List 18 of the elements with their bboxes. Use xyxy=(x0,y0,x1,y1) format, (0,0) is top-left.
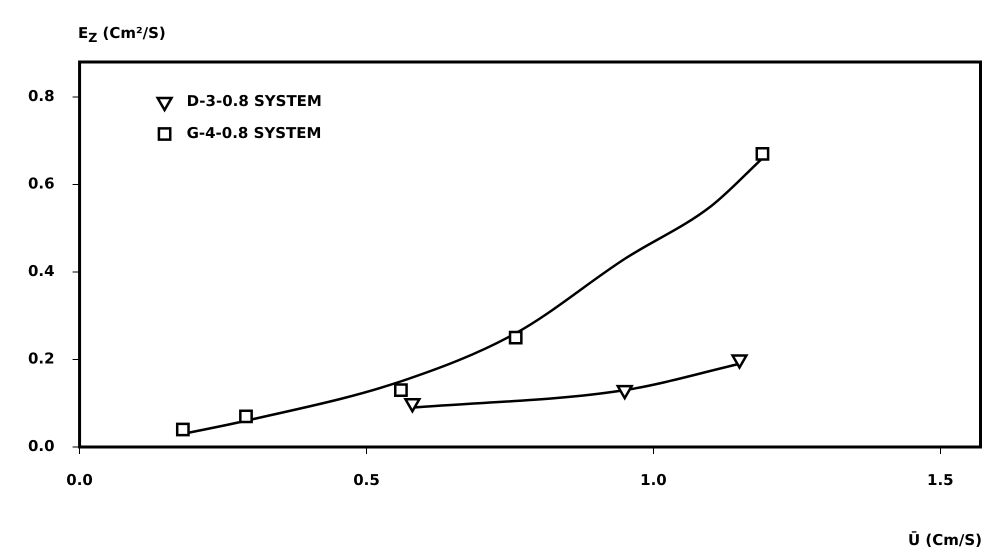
y-tick-label: 0.8 xyxy=(28,86,55,105)
legend-label: G-4-0.8 SYSTEM xyxy=(186,124,322,142)
y-tick-label: 0.0 xyxy=(28,436,55,455)
y-tick-label: 0.6 xyxy=(28,174,55,192)
x-tick-label: 1.5 xyxy=(927,470,954,489)
legend-label: D-3-0.8 SYSTEM xyxy=(186,92,322,110)
x-tick-label: 0.0 xyxy=(66,470,93,489)
y-tick-label: 0.2 xyxy=(28,349,55,368)
point xyxy=(176,422,190,436)
x-tick-label: 1.0 xyxy=(640,470,667,489)
x-tick-label: 0.5 xyxy=(353,470,380,489)
point xyxy=(239,409,253,424)
point xyxy=(394,383,408,398)
point xyxy=(508,330,523,345)
y-tick-label: 0.4 xyxy=(28,262,55,280)
point xyxy=(756,146,770,161)
y-axis-title: E$_{Z}$ (Cm²/S) xyxy=(78,24,166,45)
x-axis-title: Ū (Cm/S) xyxy=(908,531,982,549)
